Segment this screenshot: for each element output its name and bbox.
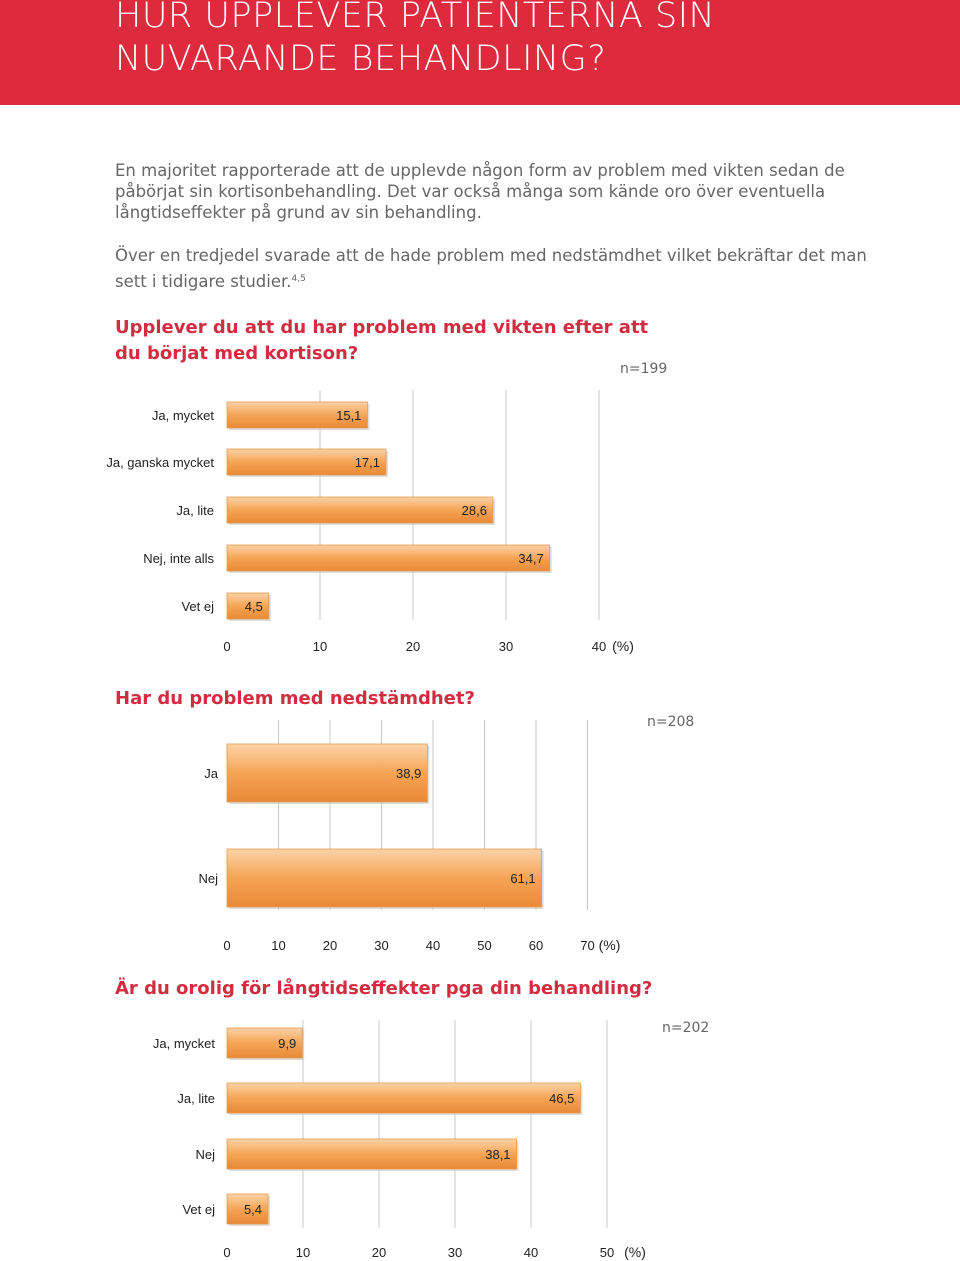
value-label: 5,4: [244, 1202, 262, 1217]
bar: [226, 1138, 517, 1170]
chart-2-title: Har du problem med nedstämdhet?: [115, 688, 475, 709]
category-label: Ja: [204, 766, 219, 781]
chart-1-title: Upplever du att du har problem med vikte…: [115, 317, 649, 364]
intro-paragraph-2: Över en tredjedel svarade att de hade pr…: [115, 243, 875, 295]
x-tick-label: 20: [372, 1245, 386, 1260]
chart-2-n-label: n=208: [647, 714, 695, 730]
bar: [226, 592, 270, 620]
bar: [226, 848, 543, 908]
value-label: 38,1: [485, 1147, 510, 1162]
value-label: 61,1: [510, 871, 535, 886]
x-tick-label: 20: [323, 938, 337, 953]
bar: [226, 1193, 269, 1225]
bar: [226, 496, 494, 524]
x-tick-label: 0: [223, 938, 230, 953]
intro-paragraph-1: En majoritet rapporterade att de upplevd…: [115, 161, 845, 222]
x-tick-label: 0: [223, 1245, 230, 1260]
value-label: 46,5: [549, 1091, 574, 1106]
x-tick-label: 10: [296, 1245, 310, 1260]
category-label: Ja, lite: [177, 1091, 215, 1106]
x-tick-label: 50: [477, 938, 491, 953]
x-tick-label: 10: [313, 639, 327, 654]
value-label: 17,1: [355, 455, 380, 470]
bar: [226, 1082, 581, 1114]
chart-1-n-label: n=199: [620, 361, 668, 377]
category-label: Ja, mycket: [153, 1036, 216, 1051]
bar: [226, 743, 428, 803]
x-tick-label: 40: [524, 1245, 538, 1260]
weight-problem-chart: 0 10 20 30 40 (%) Ja, mycket 15,1 Ja, ganska myc…: [106, 390, 634, 654]
x-tick-label: 60: [529, 938, 543, 953]
x-tick-label: 30: [374, 938, 388, 953]
category-label: Nej: [198, 871, 218, 886]
value-label: 9,9: [278, 1036, 296, 1051]
bar: [226, 1027, 303, 1059]
bar: [226, 448, 387, 476]
chart-3-title: Är du orolig för långtidseffekter pga di…: [115, 978, 653, 999]
category-label: Vet ej: [182, 1202, 215, 1217]
category-label: Vet ej: [181, 599, 214, 614]
page-title: HUR UPPLEVER PATIENTERNA SIN NUVARANDE B…: [115, 0, 716, 79]
category-label: Ja, mycket: [152, 408, 215, 423]
value-label: 28,6: [462, 503, 487, 518]
value-label: 4,5: [245, 599, 263, 614]
reference-superscript: 4,5: [291, 274, 306, 284]
category-label: Nej, inte alls: [143, 551, 214, 566]
category-label: Nej: [195, 1147, 215, 1162]
intro-paragraph-2-text: Över en tredjedel svarade att de hade pr…: [115, 246, 867, 291]
chart-3-n-label: n=202: [662, 1020, 710, 1036]
x-axis-unit: (%): [624, 1244, 646, 1260]
x-axis-unit: (%): [599, 937, 621, 953]
category-label: Ja, lite: [176, 503, 214, 518]
x-tick-label: 40: [426, 938, 440, 953]
x-tick-label: 30: [448, 1245, 462, 1260]
x-tick-label: 30: [499, 639, 513, 654]
x-tick-label: 10: [271, 938, 285, 953]
x-tick-label: 40: [592, 639, 606, 654]
header-banner: HUR UPPLEVER PATIENTERNA SIN NUVARANDE B…: [0, 0, 960, 105]
x-tick-label: 0: [223, 639, 230, 654]
x-tick-label: 50: [600, 1245, 614, 1260]
value-label: 38,9: [396, 766, 421, 781]
depression-chart: 0 10 20 30 40 50 60 70 (%) Ja 38,9 Nej 61,1: [198, 720, 621, 953]
x-axis-unit: (%): [612, 638, 634, 654]
x-tick-label: 20: [406, 639, 420, 654]
category-label: Ja, ganska mycket: [106, 455, 214, 470]
value-label: 34,7: [518, 551, 543, 566]
x-tick-label: 70: [580, 938, 594, 953]
bar: [226, 401, 368, 429]
value-label: 15,1: [336, 408, 361, 423]
bar: [226, 544, 551, 572]
